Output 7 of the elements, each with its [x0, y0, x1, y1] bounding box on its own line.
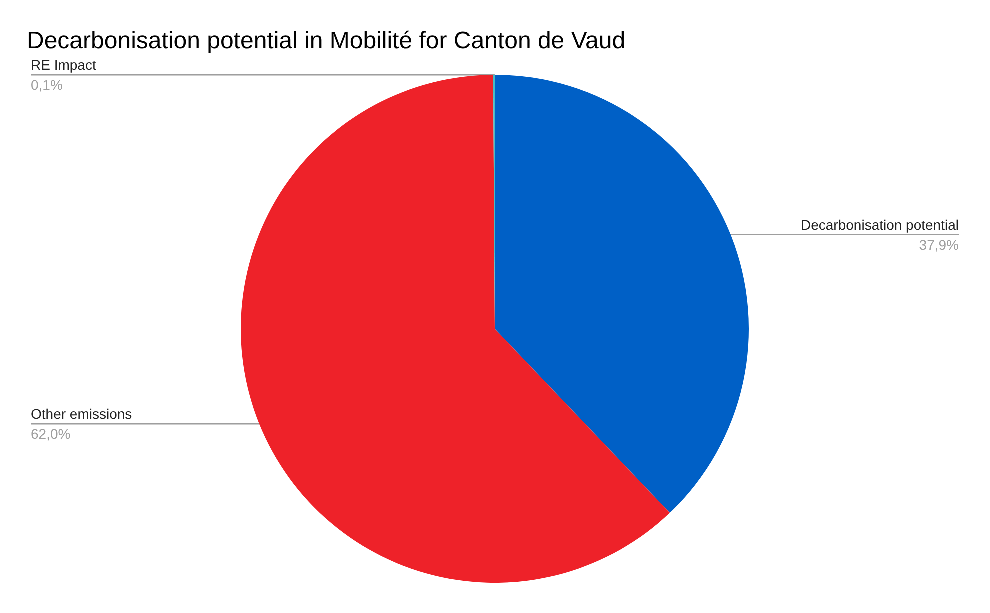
- slice-label: Other emissions: [31, 406, 132, 422]
- slice-label: RE Impact: [31, 57, 96, 73]
- data-label: 62,0%: [31, 426, 71, 442]
- data-label: 37,9%: [919, 236, 959, 253]
- slice-label: Decarbonisation potential: [801, 216, 959, 233]
- chart-title: Decarbonisation potential in Mobilité for Canton de Vaud: [27, 28, 626, 54]
- data-label: 0,1%: [31, 77, 63, 93]
